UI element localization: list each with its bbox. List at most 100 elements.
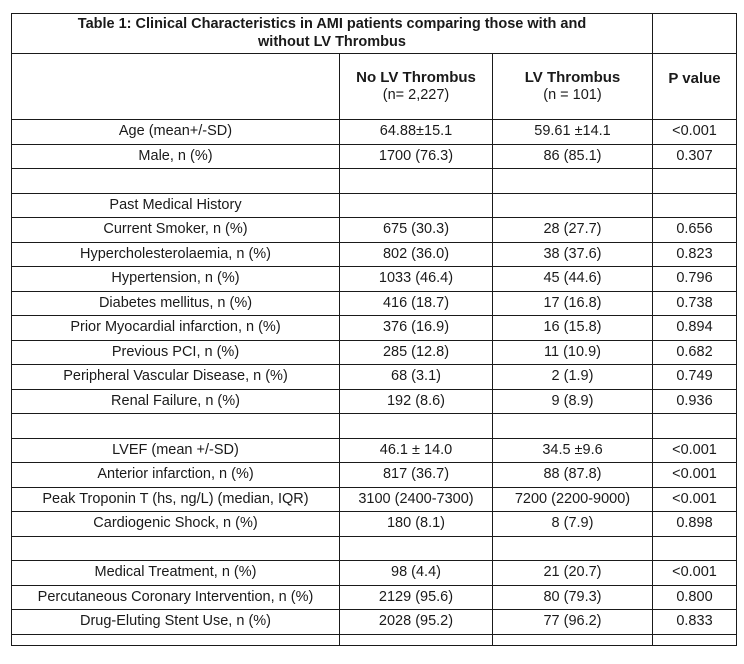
- lv-value: 17 (16.8): [493, 291, 653, 315]
- table-row: Age (mean+/-SD) 64.88±15.1 59.61 ±14.1 <0.0…: [12, 120, 736, 145]
- lv-value: 7200 (2200-9000): [493, 487, 653, 511]
- table-row: Hypertension, n (%) 1033 (46.4) 45 (44.6) 0…: [12, 267, 736, 292]
- p-value: <0.001: [672, 441, 717, 458]
- no-lv-value: 416 (18.7): [340, 291, 493, 315]
- table-row: [12, 414, 736, 439]
- no-lv-value: [340, 414, 493, 438]
- lv-value: 8 (7.9): [493, 512, 653, 536]
- no-lv-value: 64.88±15.1: [340, 120, 493, 144]
- header-no-lv-count: (n= 2,227): [382, 87, 450, 103]
- lv-value: 2 (1.9): [493, 365, 653, 389]
- p-value: [653, 194, 736, 218]
- table-row: Past Medical History: [12, 193, 736, 218]
- clinical-characteristics-table: Table 1: Clinical Characteristics in AMI…: [11, 13, 737, 646]
- table-row: Peak Troponin T (hs, ng/L) (median, IQR)…: [12, 487, 736, 512]
- p-value: 0.800: [676, 588, 713, 605]
- no-lv-value: 68 (3.1): [340, 365, 493, 389]
- p-value: 0.682: [676, 343, 713, 360]
- p-value: 0.749: [676, 368, 713, 384]
- no-lv-value: 98 (4.4): [340, 561, 493, 585]
- row-label: Peak Troponin T (hs, ng/L) (median, IQR): [12, 487, 340, 511]
- p-value: 0.936: [676, 392, 713, 409]
- p-value: 0.833: [676, 613, 713, 629]
- p-value: <0.001: [672, 490, 717, 507]
- lv-value: 86 (85.1): [493, 144, 653, 168]
- p-value: 0.894: [676, 319, 713, 335]
- no-lv-value: 285 (12.8): [340, 340, 493, 364]
- no-lv-value: 46.1 ± 14.0: [340, 438, 493, 462]
- p-value: [653, 537, 736, 561]
- row-label: Drug-Eluting Stent Use, n (%): [12, 610, 340, 634]
- table-row: Percutaneous Coronary Intervention, n (%…: [12, 585, 736, 610]
- row-label: Cardiogenic Shock, n (%): [12, 512, 340, 536]
- lv-value: 59.61 ±14.1: [493, 120, 653, 144]
- lv-value: 38 (37.6): [493, 242, 653, 266]
- table-row: Anterior infarction, n (%) 817 (36.7) 88 (…: [12, 463, 736, 488]
- row-label: [12, 536, 340, 560]
- row-label: [12, 169, 340, 193]
- table-row: Medical Treatment, n (%) 98 (4.4) 21 (20.7…: [12, 561, 736, 586]
- no-lv-value: 2129 (95.6): [340, 585, 493, 609]
- lv-value: [493, 634, 653, 645]
- no-lv-value: 2028 (95.2): [340, 610, 493, 634]
- no-lv-value: 1700 (76.3): [340, 144, 493, 168]
- table-row: Cardiogenic Shock, n (%) 180 (8.1) 8 (7.9)…: [12, 512, 736, 537]
- row-label: Renal Failure, n (%): [12, 389, 340, 413]
- table-title-line2: without LV Thrombus: [258, 34, 406, 50]
- row-label: LVEF (mean +/-SD): [12, 438, 340, 462]
- row-label: Prior Myocardial infarction, n (%): [12, 316, 340, 340]
- lv-value: [493, 169, 653, 193]
- table-row: Previous PCI, n (%) 285 (12.8) 11 (10.9) 0.…: [12, 340, 736, 365]
- p-value: 0.823: [676, 245, 713, 262]
- row-label: Percutaneous Coronary Intervention, n (%…: [12, 585, 340, 609]
- lv-value: 11 (10.9): [493, 340, 653, 364]
- p-value: [653, 169, 736, 193]
- lv-value: 80 (79.3): [493, 585, 653, 609]
- row-label: Medical Treatment, n (%): [12, 561, 340, 585]
- row-label: Current Smoker, n (%): [12, 218, 340, 242]
- row-label: Past Medical History: [12, 193, 340, 217]
- lv-value: [493, 193, 653, 217]
- no-lv-value: 802 (36.0): [340, 242, 493, 266]
- row-label: Hypercholesterolaemia, n (%): [12, 242, 340, 266]
- no-lv-value: 180 (8.1): [340, 512, 493, 536]
- p-value: <0.001: [672, 466, 717, 482]
- table-row: Renal Failure, n (%) 192 (8.6) 9 (8.9) 0.93…: [12, 389, 736, 414]
- table-caption-row: Table 1: Clinical Characteristics in AMI…: [12, 14, 736, 54]
- lv-value: 21 (20.7): [493, 561, 653, 585]
- table-caption: Table 1: Clinical Characteristics in AMI…: [12, 14, 653, 54]
- row-label: Previous PCI, n (%): [12, 340, 340, 364]
- table-row: Peripheral Vascular Disease, n (%) 68 (3.…: [12, 365, 736, 390]
- header-no-lv-thrombus: No LV Thrombus (n= 2,227): [340, 54, 493, 119]
- header-p-value-title: P value: [668, 70, 721, 87]
- p-value: <0.001: [672, 564, 717, 580]
- p-value: <0.001: [672, 123, 717, 139]
- header-lv-thrombus: LV Thrombus (n = 101): [493, 54, 653, 119]
- table-header-row: No LV Thrombus (n= 2,227) LV Thrombus (n…: [12, 54, 736, 120]
- table-row: [12, 536, 736, 561]
- lv-value: 16 (15.8): [493, 316, 653, 340]
- row-label: [12, 414, 340, 438]
- lv-value: 45 (44.6): [493, 267, 653, 291]
- row-label: [12, 634, 340, 645]
- no-lv-value: [340, 193, 493, 217]
- table-row: Hypercholesterolaemia, n (%) 802 (36.0) 38…: [12, 242, 736, 267]
- p-value: 0.307: [676, 147, 713, 164]
- lv-value: [493, 536, 653, 560]
- p-value: [653, 635, 736, 646]
- row-label: Age (mean+/-SD): [12, 120, 340, 144]
- row-label: Peripheral Vascular Disease, n (%): [12, 365, 340, 389]
- no-lv-value: [340, 536, 493, 560]
- p-value: [653, 414, 736, 438]
- table-row: Prior Myocardial infarction, n (%) 376 (1…: [12, 316, 736, 341]
- table-row: Diabetes mellitus, n (%) 416 (18.7) 17 (16…: [12, 291, 736, 316]
- table-row: [12, 634, 736, 646]
- p-value: 0.796: [676, 270, 713, 286]
- lv-value: 88 (87.8): [493, 463, 653, 487]
- row-label: Anterior infarction, n (%): [12, 463, 340, 487]
- table-row: Drug-Eluting Stent Use, n (%) 2028 (95.2)…: [12, 610, 736, 635]
- no-lv-value: 3100 (2400-7300): [340, 487, 493, 511]
- lv-value: 77 (96.2): [493, 610, 653, 634]
- p-value: 0.738: [676, 294, 713, 311]
